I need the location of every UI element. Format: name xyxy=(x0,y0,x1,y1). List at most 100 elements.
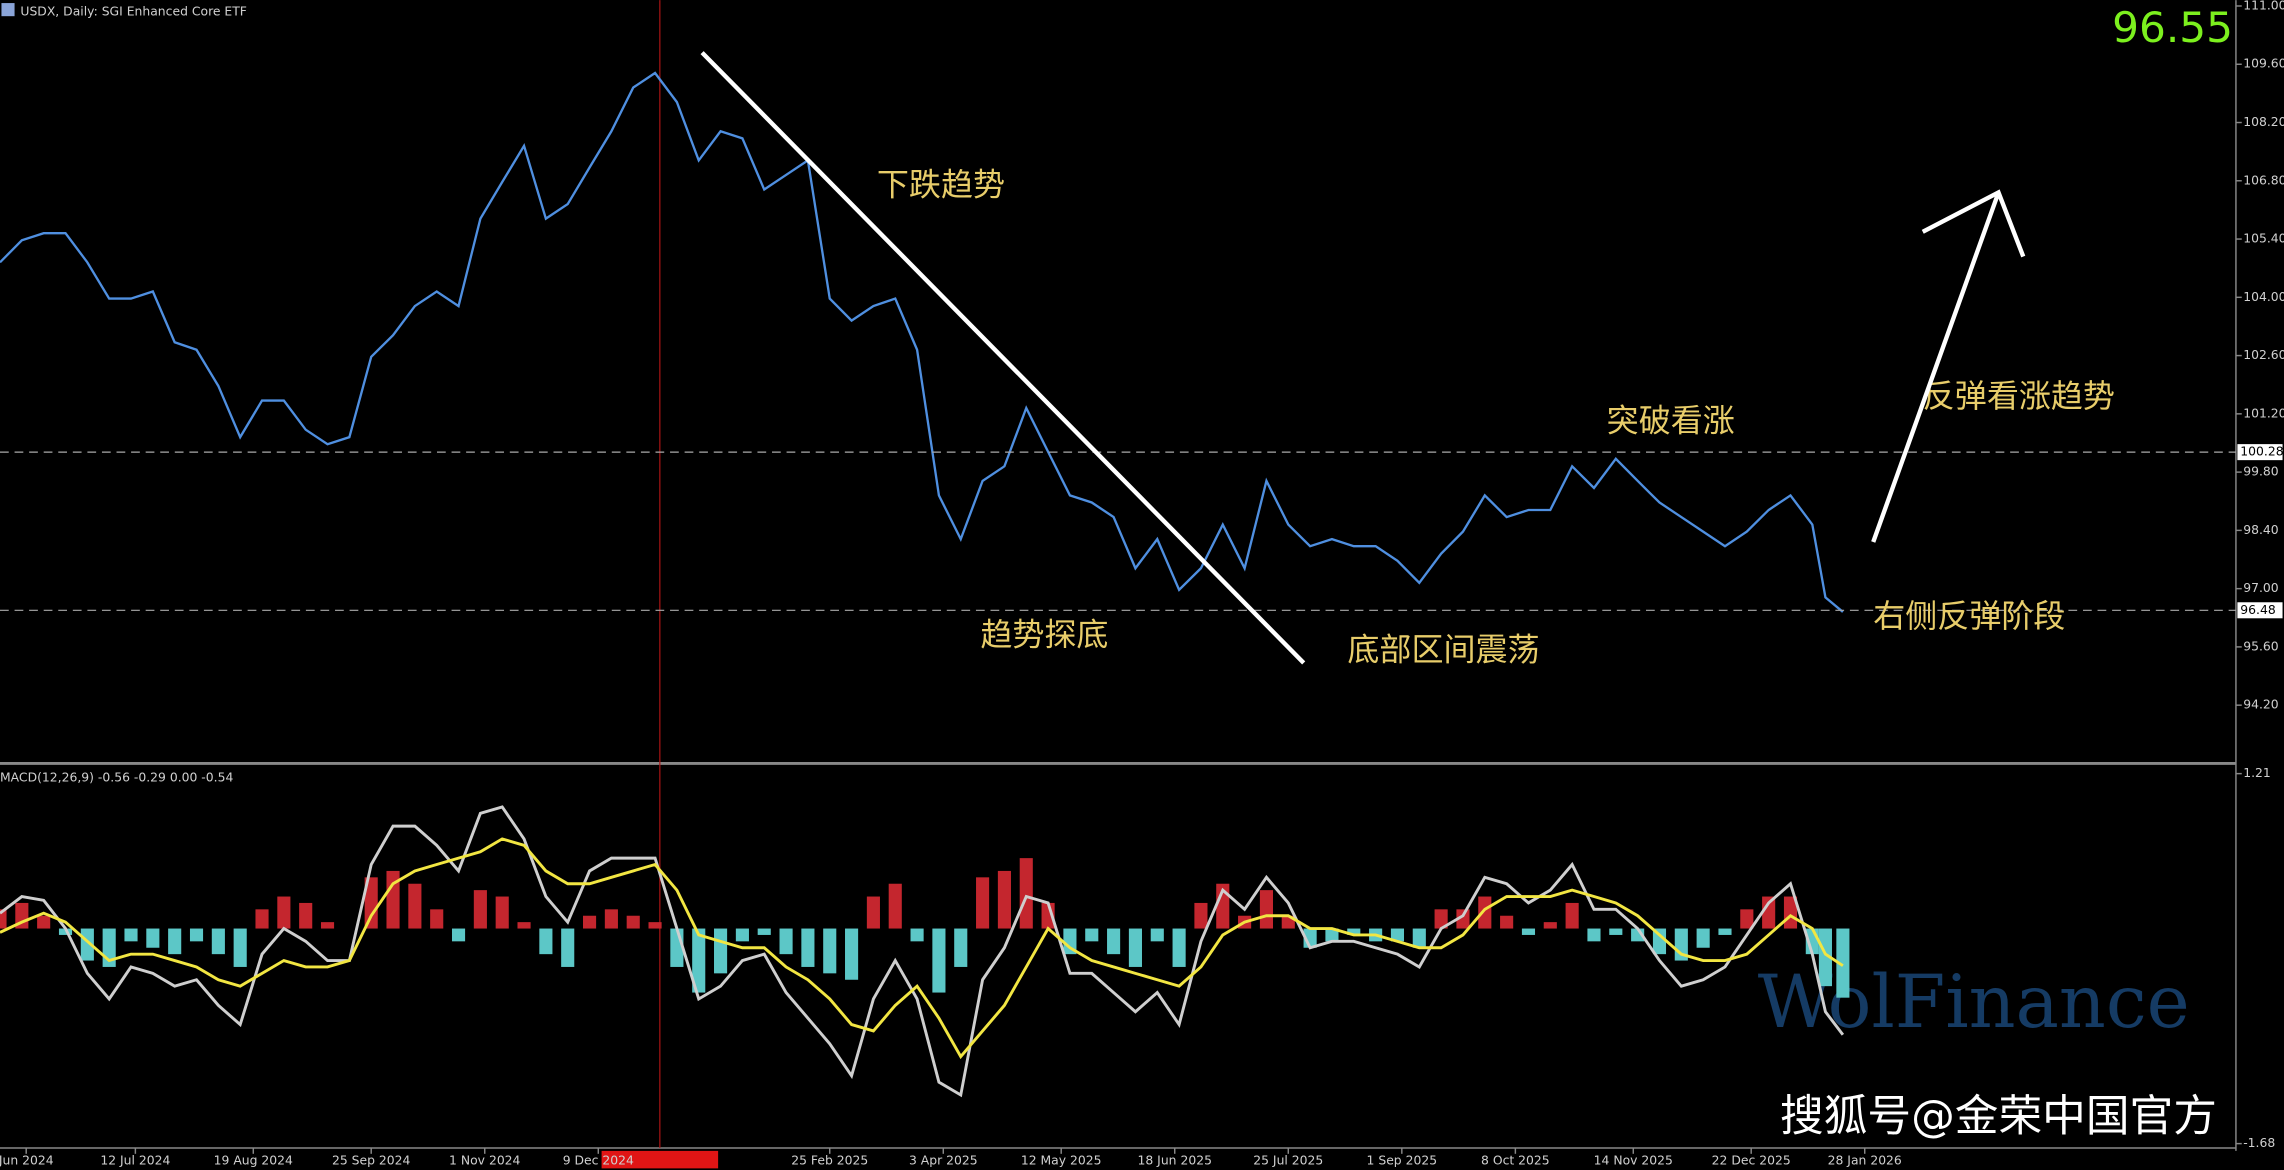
y-tick-label: 99.80 xyxy=(2243,465,2279,479)
histogram-bar xyxy=(735,928,749,942)
level-label-box xyxy=(2237,444,2283,461)
level-label: 100.28 xyxy=(2240,445,2283,459)
histogram-bar xyxy=(1500,915,1514,929)
histogram-bar xyxy=(1347,928,1361,935)
annotation: 下跌趋势 xyxy=(877,166,1005,204)
histogram-bar xyxy=(1019,858,1033,929)
histogram-bar xyxy=(539,928,553,955)
histogram-bar xyxy=(692,928,706,993)
histogram-bar xyxy=(714,928,728,974)
macd-line xyxy=(0,805,1845,1098)
x-tick-label: 1 Sep 2025 xyxy=(1367,1154,1438,1168)
macd-title: MACD(12,26,9) -0.56 -0.29 0.00 -0.54 xyxy=(0,771,233,785)
annotation: 右侧反弹阶段 xyxy=(1873,597,2065,635)
histogram-bar xyxy=(845,928,859,980)
histogram-bar xyxy=(1587,928,1601,942)
y-tick-label: -1.68 xyxy=(2243,1136,2275,1150)
annotation: 突破看涨 xyxy=(1607,402,1735,440)
histogram-bar xyxy=(582,915,597,929)
y-tick-label: 109.60 xyxy=(2243,57,2284,71)
histogram-bar xyxy=(1085,928,1099,942)
histogram-bar xyxy=(1521,928,1536,935)
histogram-bar xyxy=(1172,928,1186,967)
histogram-bar xyxy=(255,909,269,929)
macd-line xyxy=(0,837,1844,1060)
y-tick-label: 101.20 xyxy=(2243,406,2284,420)
x-tick-label: 1 Nov 2024 xyxy=(449,1154,521,1168)
histogram-bar xyxy=(1456,909,1470,929)
histogram-bar xyxy=(1194,902,1208,929)
y-tick-label: 105.40 xyxy=(2243,232,2284,246)
histogram-bar xyxy=(1740,909,1754,929)
level-label-box xyxy=(2237,602,2283,619)
histogram-bar xyxy=(888,883,902,929)
histogram-bar xyxy=(823,928,837,974)
histogram-bar xyxy=(146,928,160,948)
histogram-bar xyxy=(1325,928,1339,942)
histogram-bar xyxy=(1063,928,1077,955)
histogram-bar xyxy=(1412,928,1426,948)
histogram-bar xyxy=(1718,928,1732,935)
histogram-bar xyxy=(277,896,291,929)
x-tick-label: 25 Feb 2025 xyxy=(791,1154,868,1168)
histogram-bar xyxy=(495,896,509,929)
histogram-bar xyxy=(430,909,444,929)
histogram-bar xyxy=(1818,928,1832,987)
y-tick-label: 108.20 xyxy=(2243,115,2284,129)
y-tick-label: 97.00 xyxy=(2243,581,2279,595)
level-label: 96.48 xyxy=(2240,603,2276,617)
histogram-bar xyxy=(561,928,575,967)
x-tick-label: 28 Jan 2026 xyxy=(1828,1154,1902,1168)
annotation: 底部区间震荡 xyxy=(1347,630,1539,668)
histogram-bar xyxy=(626,915,640,929)
histogram-bar xyxy=(1478,896,1492,929)
arrow-shaft xyxy=(1871,191,2001,543)
histogram-bar xyxy=(124,928,138,942)
histogram-bar xyxy=(0,909,7,929)
x-tick-label: 12 May 2025 xyxy=(1021,1154,1102,1168)
x-tick-label: 19 Aug 2024 xyxy=(214,1154,293,1168)
histogram-bar xyxy=(1696,928,1710,948)
x-tick-label: 3 Apr 2025 xyxy=(909,1154,978,1168)
histogram-bar xyxy=(1150,928,1164,942)
histogram-bar xyxy=(910,928,924,942)
histogram-bar xyxy=(168,928,182,955)
histogram-bar xyxy=(1434,909,1448,929)
histogram-bar xyxy=(1259,890,1274,929)
source-watermark: 搜狐号@金荣中国官方 xyxy=(1780,1091,2217,1142)
trend-line xyxy=(700,51,1306,665)
price-line xyxy=(0,71,1844,613)
histogram-bar xyxy=(997,870,1011,929)
y-tick-label: 98.40 xyxy=(2243,523,2279,537)
histogram-bar xyxy=(1128,928,1142,967)
annotation: 反弹看涨趋势 xyxy=(1923,377,2115,415)
y-tick-label: 1.21 xyxy=(2243,766,2271,780)
histogram-bar xyxy=(408,883,422,929)
histogram-bar xyxy=(1107,928,1121,955)
x-tick-label: Jun 2024 xyxy=(0,1154,54,1168)
histogram-bar xyxy=(386,870,400,929)
y-tick-label: 111.00 xyxy=(2243,0,2284,12)
histogram-bar xyxy=(517,922,531,929)
histogram-bar xyxy=(189,928,204,942)
x-tick-label: 25 Jul 2025 xyxy=(1253,1154,1323,1168)
x-tick-label: 14 Nov 2025 xyxy=(1594,1154,1673,1168)
histogram-bar xyxy=(954,928,968,967)
x-tick-label: 12 Jul 2024 xyxy=(100,1154,170,1168)
histogram-bar xyxy=(932,928,946,993)
x-tick-label: 8 Oct 2025 xyxy=(1481,1154,1550,1168)
histogram-bar xyxy=(1652,928,1667,955)
histogram-bar xyxy=(451,928,466,942)
y-tick-label: 94.20 xyxy=(2243,698,2279,712)
histogram-bar xyxy=(1762,896,1776,929)
y-tick-label: 95.60 xyxy=(2243,639,2279,653)
histogram-bar xyxy=(1390,928,1405,942)
histogram-bar xyxy=(299,902,313,929)
histogram-bar xyxy=(473,890,487,929)
y-tick-label: 102.60 xyxy=(2243,348,2284,362)
histogram-bar xyxy=(211,928,225,955)
histogram-bar xyxy=(1543,922,1557,929)
histogram-bar xyxy=(1609,928,1623,935)
histogram-bar xyxy=(1565,902,1579,929)
